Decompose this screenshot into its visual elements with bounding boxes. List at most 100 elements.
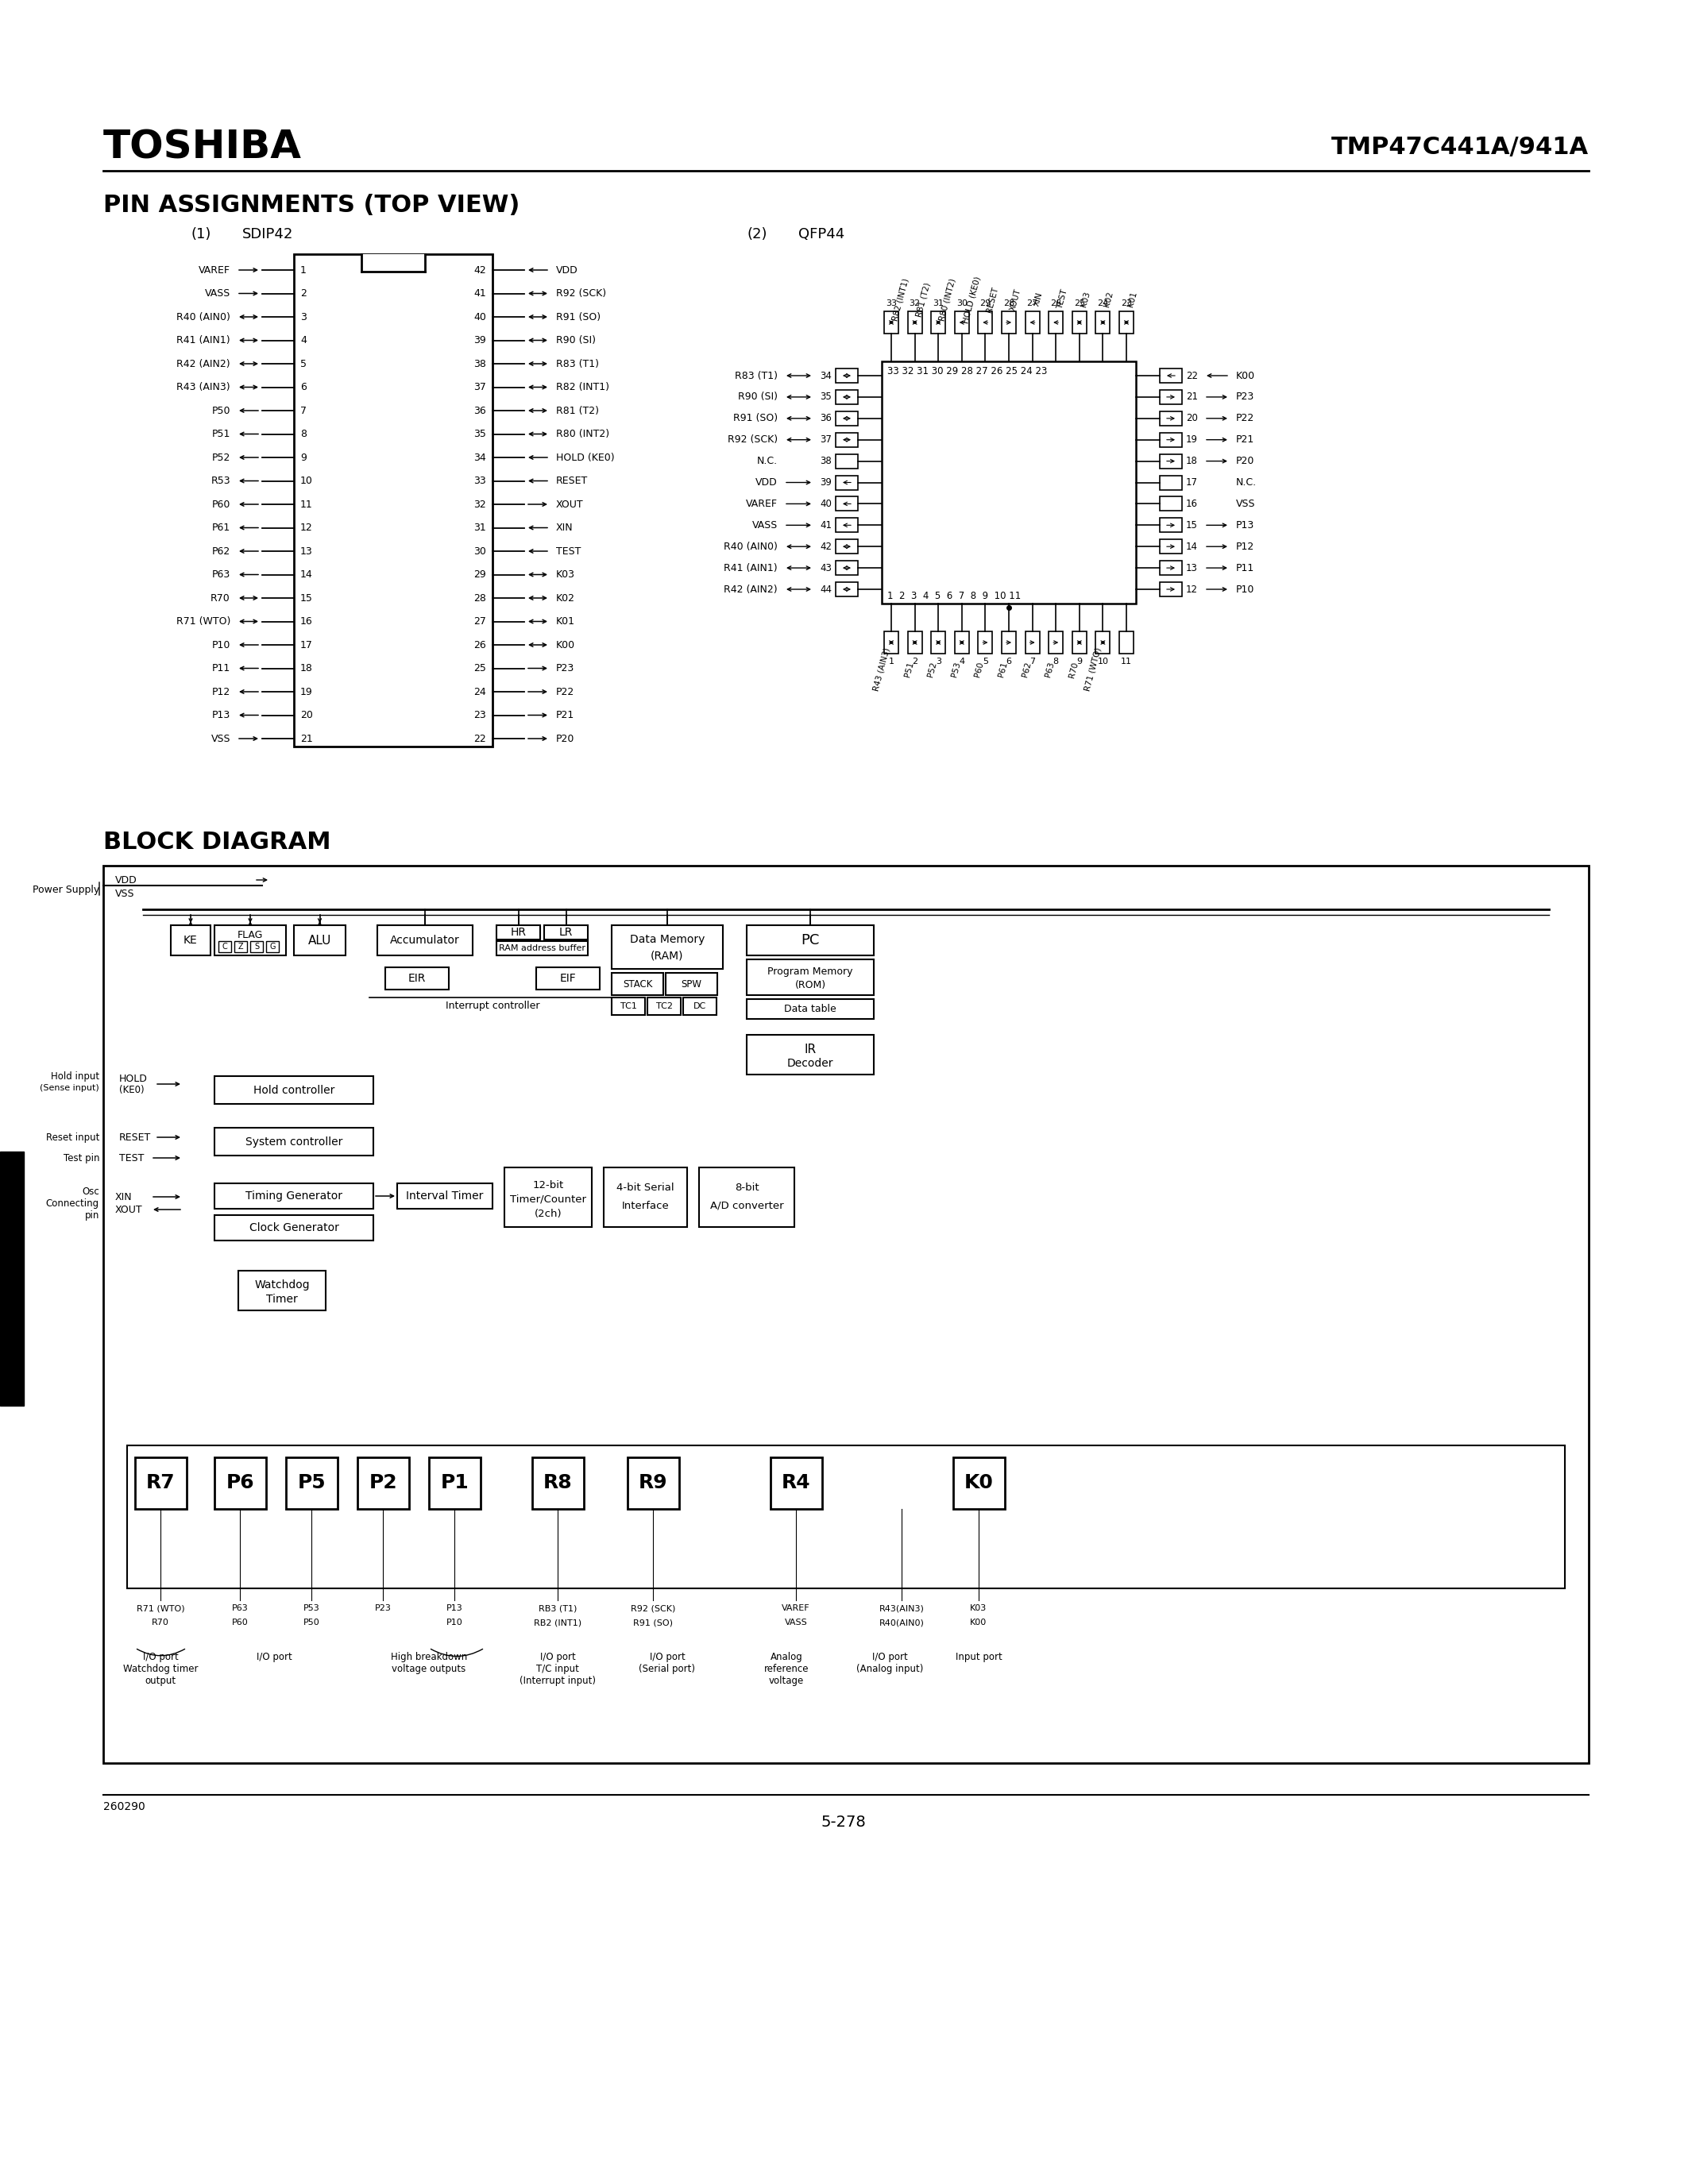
Text: 33 32 31 30 29 28 27 26 25 24 23: 33 32 31 30 29 28 27 26 25 24 23	[888, 365, 1047, 376]
Text: RESET: RESET	[120, 1131, 152, 1142]
Text: Connecting: Connecting	[46, 1199, 100, 1208]
Bar	[1160, 432, 1182, 448]
Text: Timer: Timer	[267, 1293, 297, 1304]
Text: R40 (AIN0): R40 (AIN0)	[177, 312, 230, 321]
Bar	[746, 959, 874, 996]
Text: 44: 44	[820, 583, 832, 594]
Text: R83 (T1): R83 (T1)	[734, 371, 778, 380]
Text: 2: 2	[300, 288, 307, 299]
Bar	[214, 1184, 373, 1208]
Bar	[378, 926, 473, 954]
Text: P11: P11	[1236, 563, 1254, 572]
Text: Data table: Data table	[785, 1005, 836, 1013]
Bar	[1160, 518, 1182, 533]
Text: 8-bit: 8-bit	[734, 1182, 760, 1192]
Text: 40: 40	[820, 498, 832, 509]
Text: EIR: EIR	[408, 972, 425, 985]
Text: R91 (SO): R91 (SO)	[633, 1618, 674, 1627]
Bar	[294, 253, 493, 747]
Text: 32: 32	[474, 500, 486, 509]
Bar	[1160, 391, 1182, 404]
Text: I/O port
(Analog input): I/O port (Analog input)	[856, 1651, 923, 1675]
Text: P63: P63	[1045, 662, 1057, 677]
Text: P60: P60	[231, 1618, 248, 1627]
Text: Timer/Counter: Timer/Counter	[510, 1195, 586, 1203]
Bar	[505, 1168, 592, 1227]
Bar	[496, 926, 540, 939]
Text: R7: R7	[147, 1474, 176, 1492]
Bar	[885, 631, 898, 653]
Bar	[1160, 561, 1182, 574]
Text: XIN: XIN	[555, 522, 574, 533]
Text: HR: HR	[510, 926, 527, 937]
Text: S: S	[255, 943, 258, 950]
Text: P60: P60	[211, 500, 230, 509]
Bar	[628, 1457, 679, 1509]
Bar	[836, 369, 858, 382]
Text: A/D converter: A/D converter	[711, 1201, 783, 1210]
Text: Decoder: Decoder	[787, 1057, 834, 1068]
Bar	[544, 926, 587, 939]
Text: 30: 30	[955, 299, 967, 308]
Text: R8: R8	[544, 1474, 572, 1492]
Text: P60: P60	[974, 662, 986, 677]
Text: R43 (AIN3): R43 (AIN3)	[177, 382, 230, 393]
Text: 25: 25	[1074, 299, 1085, 308]
Text: 18: 18	[1187, 456, 1198, 465]
Text: RESET: RESET	[986, 286, 999, 312]
Text: N.C.: N.C.	[1236, 478, 1258, 487]
Bar	[665, 972, 717, 996]
Bar	[746, 998, 874, 1020]
Text: R81 (T2): R81 (T2)	[915, 282, 932, 317]
Bar	[214, 1127, 373, 1155]
Text: P11: P11	[213, 664, 230, 673]
Text: 38: 38	[474, 358, 486, 369]
Text: 12: 12	[1187, 583, 1198, 594]
Text: Osc: Osc	[83, 1186, 100, 1197]
Bar	[1096, 631, 1111, 653]
Text: 13: 13	[300, 546, 312, 557]
Bar	[214, 1077, 373, 1103]
Text: R40 (AIN0): R40 (AIN0)	[724, 542, 778, 553]
Bar	[746, 926, 874, 954]
Text: (Sense input): (Sense input)	[41, 1083, 100, 1092]
Bar	[836, 411, 858, 426]
Text: Timing Generator: Timing Generator	[245, 1190, 343, 1201]
Text: 3: 3	[300, 312, 307, 321]
Text: P13: P13	[446, 1605, 463, 1612]
Text: P5: P5	[297, 1474, 326, 1492]
Text: VASS: VASS	[204, 288, 230, 299]
Text: (2ch): (2ch)	[535, 1208, 562, 1219]
Bar	[385, 968, 449, 989]
Text: 36: 36	[474, 406, 486, 415]
Bar	[648, 998, 680, 1016]
Text: VSS: VSS	[1236, 498, 1256, 509]
Text: P12: P12	[1236, 542, 1254, 553]
Text: P20: P20	[555, 734, 574, 745]
Text: K00: K00	[1236, 371, 1256, 380]
Text: R42 (AIN2): R42 (AIN2)	[724, 583, 778, 594]
Text: 29: 29	[979, 299, 991, 308]
Text: C: C	[223, 943, 228, 950]
Text: 1: 1	[888, 657, 895, 666]
Bar	[1001, 631, 1016, 653]
Text: 41: 41	[820, 520, 832, 531]
Bar	[1001, 312, 1016, 334]
Text: 9: 9	[300, 452, 307, 463]
Text: R41 (AIN1): R41 (AIN1)	[724, 563, 778, 572]
Text: 18: 18	[300, 664, 312, 673]
Bar	[932, 312, 945, 334]
Text: P6: P6	[226, 1474, 255, 1492]
Text: PC: PC	[802, 933, 820, 948]
Bar	[218, 941, 231, 952]
Text: VSS: VSS	[211, 734, 230, 745]
Text: P13: P13	[1236, 520, 1254, 531]
Text: 13: 13	[1187, 563, 1198, 572]
Text: QFP44: QFP44	[798, 227, 844, 242]
Text: 9: 9	[1077, 657, 1082, 666]
Text: 20: 20	[1187, 413, 1198, 424]
Bar	[537, 968, 599, 989]
Text: R92 (SCK): R92 (SCK)	[728, 435, 778, 446]
Text: P23: P23	[555, 664, 574, 673]
Text: Watchdog: Watchdog	[255, 1280, 309, 1291]
